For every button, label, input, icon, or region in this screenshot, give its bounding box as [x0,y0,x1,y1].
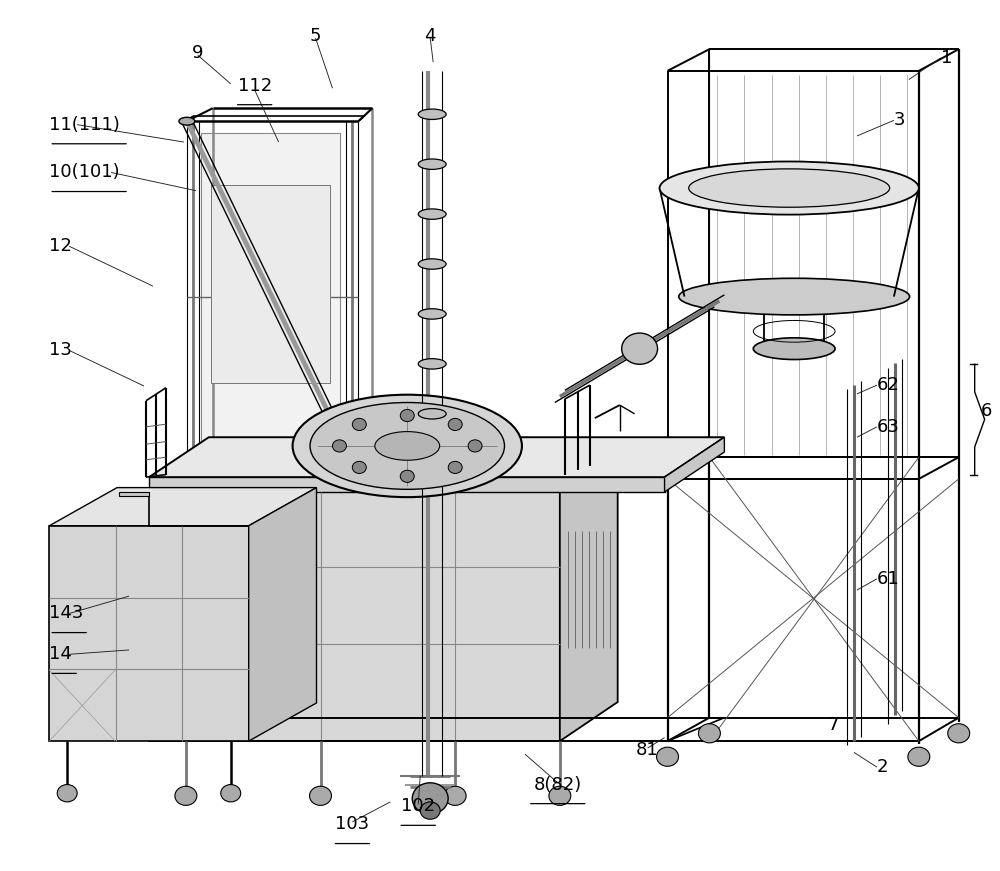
Text: 3: 3 [894,111,905,129]
Text: 7: 7 [827,716,839,733]
Circle shape [352,462,366,474]
Ellipse shape [293,395,522,497]
Ellipse shape [418,109,446,119]
Text: 8(82): 8(82) [534,775,582,793]
Ellipse shape [375,432,440,460]
Circle shape [332,440,346,452]
Ellipse shape [660,161,919,214]
Text: 62: 62 [877,376,900,395]
Text: 12: 12 [49,237,72,255]
Ellipse shape [350,470,366,478]
Circle shape [352,418,366,430]
Circle shape [657,747,679,766]
Text: 10(101): 10(101) [49,164,120,181]
Polygon shape [149,492,560,741]
Text: 103: 103 [335,815,369,834]
Text: 14: 14 [49,645,72,664]
Polygon shape [149,477,665,492]
Text: 81: 81 [636,741,659,759]
Ellipse shape [418,408,446,419]
Ellipse shape [689,169,890,207]
Circle shape [221,785,241,802]
Ellipse shape [418,359,446,369]
Circle shape [908,747,930,766]
Circle shape [448,418,462,430]
Polygon shape [49,526,249,741]
Circle shape [448,462,462,474]
Text: 6: 6 [981,402,992,420]
Circle shape [57,785,77,802]
Circle shape [175,787,197,806]
Circle shape [698,724,720,743]
Circle shape [310,787,331,806]
Text: 1: 1 [941,49,952,67]
Circle shape [622,333,658,364]
Text: 102: 102 [401,797,435,815]
Circle shape [412,783,448,814]
Ellipse shape [418,209,446,219]
Circle shape [468,440,482,452]
Ellipse shape [418,259,446,269]
Ellipse shape [418,308,446,319]
Polygon shape [211,186,330,383]
Circle shape [400,409,414,422]
Ellipse shape [679,278,910,315]
Text: 61: 61 [877,570,900,588]
Ellipse shape [310,402,504,490]
Polygon shape [665,437,724,492]
Polygon shape [49,488,317,526]
Text: 63: 63 [877,418,900,436]
Text: 2: 2 [877,758,888,776]
Text: 143: 143 [49,604,84,623]
Text: 11(111): 11(111) [49,116,120,133]
Circle shape [400,470,414,483]
Circle shape [444,787,466,806]
Polygon shape [560,453,618,741]
Ellipse shape [753,338,835,360]
Ellipse shape [179,118,195,125]
Polygon shape [201,133,340,469]
Text: 9: 9 [192,44,204,63]
Ellipse shape [418,159,446,169]
Circle shape [948,724,970,743]
Polygon shape [119,492,149,496]
Circle shape [420,802,440,820]
Polygon shape [149,437,724,477]
Text: 4: 4 [424,27,436,45]
Polygon shape [249,488,317,741]
Text: 13: 13 [49,341,72,360]
Circle shape [549,787,571,806]
Text: 112: 112 [238,77,272,95]
Text: 5: 5 [310,27,321,45]
